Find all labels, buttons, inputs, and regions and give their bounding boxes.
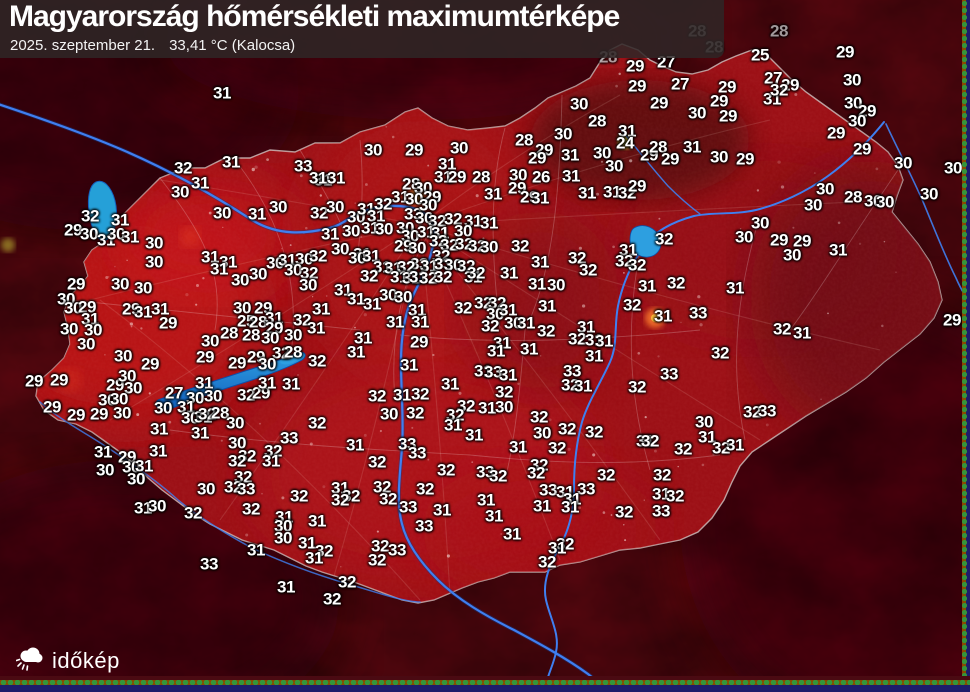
river-tisza — [544, 121, 885, 692]
lake-tisza — [629, 225, 662, 258]
lake-ferto — [87, 180, 117, 241]
river-sajo — [619, 127, 701, 215]
subtitle: 2025. szeptember 21. 33,41 °C (Kalocsa) — [10, 37, 295, 54]
subtitle-date: 2025. szeptember 21. — [10, 37, 156, 54]
map-frame-bottom — [0, 676, 970, 692]
rivers — [0, 102, 970, 692]
lakes — [87, 180, 662, 411]
idokep-logo: időkép — [15, 645, 120, 676]
cloud-sun-icon — [15, 645, 46, 676]
logo-text: időkép — [52, 647, 120, 673]
river-drava — [39, 401, 421, 603]
lake-velence — [280, 355, 298, 365]
river-danube — [0, 103, 605, 692]
lake-balaton — [155, 351, 306, 411]
title-bar: Magyarország hőmérsékleti maximumtérképe… — [0, 0, 724, 58]
subtitle-max-record: 33,41 °C (Kalocsa) — [169, 37, 296, 54]
page-title: Magyarország hőmérsékleti maximumtérképe — [9, 0, 620, 33]
county-borders — [69, 94, 899, 481]
road-network — [89, 94, 901, 601]
map-frame-right — [962, 0, 970, 676]
terrain-highlight — [1, 238, 15, 252]
